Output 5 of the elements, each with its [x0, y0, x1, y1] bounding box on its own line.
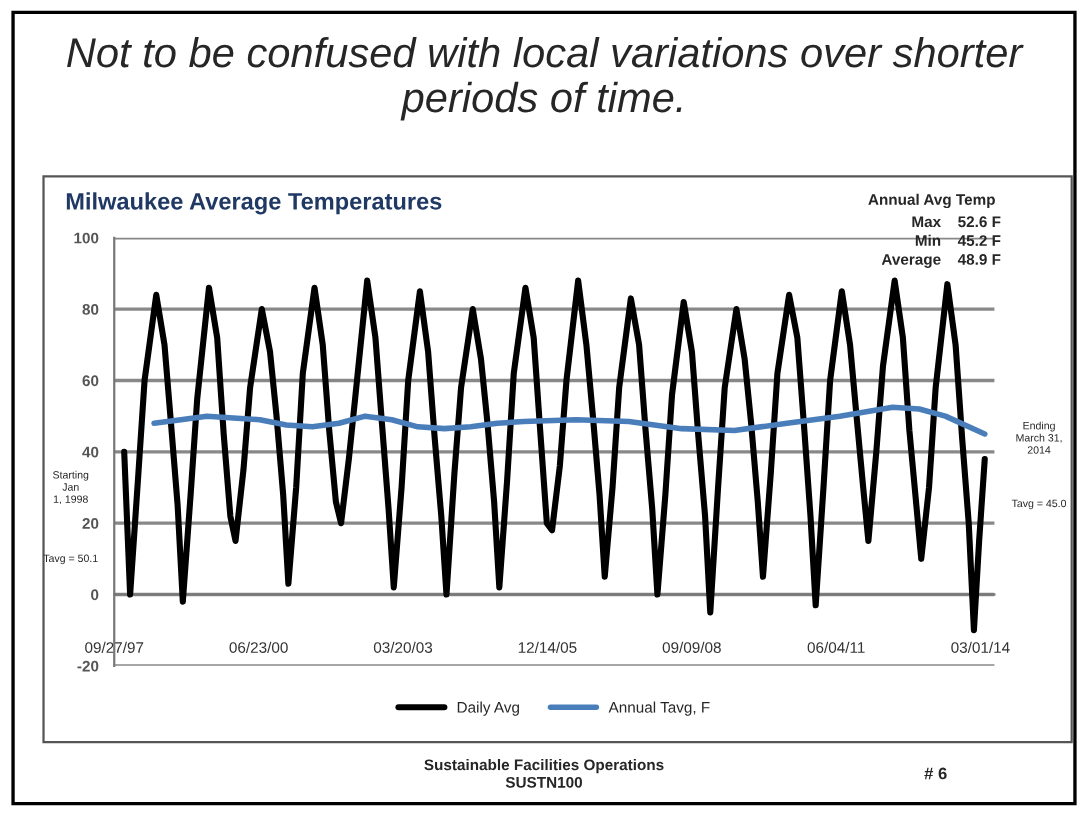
chart-subtitle: Not to be confused with local variations over shorter periods of time.: [67, 36, 1024, 121]
text: # 6: [924, 767, 947, 780]
line-series: [121, 277, 988, 634]
line-series: [151, 404, 988, 437]
chart-title: Milwaukee Average Temperatures: [66, 192, 442, 215]
